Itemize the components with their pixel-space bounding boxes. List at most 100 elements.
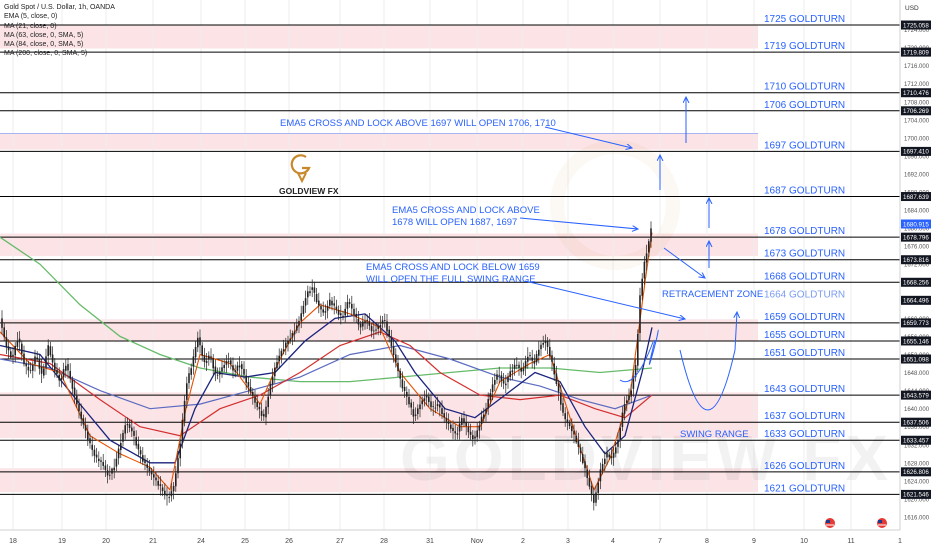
price-tag-text: 1725.058 — [903, 22, 929, 29]
candle — [524, 355, 527, 377]
candle — [252, 387, 254, 405]
current-price-bg — [901, 219, 931, 229]
candle — [527, 347, 529, 369]
candle-body — [78, 404, 80, 412]
candle — [245, 369, 247, 390]
candle — [113, 458, 115, 479]
candle — [331, 297, 333, 311]
candle — [650, 221, 652, 248]
candle-body — [104, 465, 107, 470]
price-tag-1668: 1668.256 — [901, 277, 931, 287]
candle-body — [47, 345, 49, 356]
candle-body — [38, 359, 41, 369]
candle — [443, 407, 445, 424]
candle-body — [608, 454, 610, 458]
chart-legend: Gold Spot / U.S. Dollar, 1h, OANDA EMA (… — [4, 3, 115, 59]
candle-body — [293, 331, 296, 335]
indicator-ma200[interactable]: MA (200, close, 0, SMA, 5) — [4, 50, 88, 58]
price-tag-1655: 1655.146 — [901, 336, 931, 346]
candle-body — [335, 306, 338, 310]
candle — [346, 294, 349, 317]
candle-body — [502, 380, 505, 384]
candle — [507, 372, 509, 389]
y-tick-label: 1636.000 — [904, 425, 930, 431]
indicator-ma21[interactable]: MA (21, close, 0) — [4, 22, 57, 30]
candle — [533, 354, 536, 370]
candle-body — [597, 482, 599, 493]
candle — [575, 430, 577, 444]
price-tag-1725: 1725.058 — [901, 20, 931, 30]
candle — [216, 367, 219, 380]
candle — [263, 409, 265, 421]
candle-body — [408, 396, 410, 405]
candle-body — [282, 349, 285, 352]
candle-body — [509, 371, 511, 378]
x-tick-label: 4 — [611, 538, 615, 545]
candle-body — [271, 376, 274, 385]
candle-body — [260, 410, 263, 416]
candle-body — [568, 422, 571, 427]
y-tick-label: 1724.000 — [904, 28, 930, 34]
candle — [373, 323, 375, 340]
x-tick-label: Nov — [471, 538, 484, 545]
candle — [243, 361, 245, 380]
candle — [379, 315, 382, 336]
x-tick-label: 7 — [658, 538, 662, 545]
candle — [601, 458, 604, 475]
candle — [417, 404, 419, 420]
candle — [342, 310, 344, 321]
candle-body — [496, 374, 498, 380]
candle — [434, 399, 437, 414]
candle-body — [135, 437, 137, 446]
candle-body — [21, 343, 23, 354]
candle — [381, 316, 384, 329]
candle — [560, 385, 562, 411]
candle-body — [254, 396, 256, 403]
candle — [513, 359, 516, 376]
candle-body — [71, 379, 74, 389]
candle — [436, 396, 439, 412]
candle — [329, 292, 331, 310]
candle — [60, 373, 63, 388]
candle-body — [109, 474, 111, 476]
candle — [14, 342, 16, 363]
annotation-1659-line2: WILL OPEN THE FULL SWING RANGE — [366, 274, 536, 285]
indicator-ema5[interactable]: EMA (5, close, 0) — [4, 13, 58, 21]
candle — [419, 396, 421, 418]
candle — [313, 281, 316, 302]
ma84-line — [0, 344, 653, 410]
candle — [148, 459, 151, 477]
price-tag-bg — [901, 295, 931, 305]
candle-body — [586, 469, 588, 478]
candle — [608, 451, 610, 460]
symbol-title[interactable]: Gold Spot / U.S. Dollar, 1h, OANDA — [4, 4, 115, 11]
projection-arrow-diagonal — [663, 247, 705, 278]
indicator-ma63[interactable]: MA (63, close, 0, SMA, 5) — [4, 31, 84, 39]
candle-body — [324, 311, 327, 313]
candle — [260, 402, 263, 422]
candle-body — [362, 321, 364, 327]
candle — [518, 361, 520, 376]
candle — [606, 446, 608, 466]
us-flag-icon-2[interactable] — [877, 518, 887, 528]
candle — [626, 395, 628, 412]
candle-body — [278, 355, 280, 362]
y-tick-label: 1716.000 — [904, 64, 930, 70]
candle-body — [65, 365, 67, 371]
candle — [254, 389, 256, 409]
candle-body — [500, 375, 503, 381]
candle-body — [14, 345, 16, 356]
y-tick-label: 1632.000 — [904, 443, 930, 449]
candle-body — [36, 357, 38, 359]
price-tag-bg — [901, 20, 931, 30]
y-tick-label: 1676.000 — [904, 245, 930, 251]
y-tick-label: 1712.000 — [904, 82, 930, 88]
candle-body — [454, 431, 456, 434]
candle — [461, 414, 463, 431]
us-flag-icon[interactable] — [825, 518, 835, 528]
candle — [648, 238, 650, 258]
level-label-1710: 1710 GOLDTURN — [764, 82, 845, 93]
candle-body — [465, 422, 467, 427]
indicator-ma84[interactable]: MA (84, close, 0, SMA, 5) — [4, 41, 84, 49]
